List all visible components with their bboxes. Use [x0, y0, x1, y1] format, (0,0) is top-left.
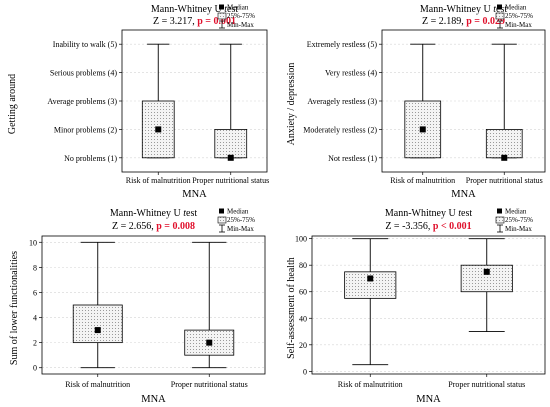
- plot-frame: [381, 29, 546, 173]
- plot-frame: [41, 235, 266, 375]
- legend-box-label: 25%-75%: [505, 216, 533, 224]
- y-tick-label: 60: [299, 288, 307, 297]
- y-tick-label: Minor problems (2): [54, 125, 117, 134]
- chart-panel-2: Not restless (1) Moderately restless (2) A…: [286, 4, 546, 200]
- x-category-label: Risk of malnutrition: [65, 380, 130, 389]
- x-category-label: Risk of malnutrition: [126, 176, 191, 185]
- x-category-label: Proper nutritional status: [192, 176, 269, 185]
- legend-whisker-label: Min-Max: [227, 225, 254, 233]
- legend-median-swatch: [219, 208, 224, 214]
- legend-box-swatch: [217, 12, 227, 20]
- p-value: p = 0.008: [156, 221, 195, 232]
- p-value: p = 0.029: [466, 16, 505, 27]
- y-tick-label: Moderately restless (2): [303, 125, 377, 134]
- x-axis-label: MNA: [416, 394, 441, 405]
- iqr-box: [72, 304, 123, 344]
- plot-frame: [121, 29, 268, 173]
- y-tick-label: 6: [33, 288, 37, 297]
- chart-panel-1: No problems (1) Minor problems (2) Average…: [7, 4, 269, 201]
- y-axis-label: Self-assessment of health: [286, 257, 297, 359]
- y-tick-label: 100: [295, 235, 307, 244]
- y-tick-label: 4: [33, 314, 37, 323]
- x-axis-label: MNA: [182, 189, 207, 200]
- y-tick-label: Not restless (1): [328, 154, 377, 163]
- y-tick-label: 40: [299, 314, 307, 323]
- x-axis-label: MNA: [141, 394, 166, 405]
- chart-panel-4: 0 20 40 60 80 100 Risk of malnutrition Proper n…: [286, 208, 546, 405]
- y-tick-label: 10: [29, 238, 37, 247]
- plot-frame: [311, 235, 546, 375]
- y-tick-label: 0: [303, 367, 307, 376]
- y-tick-label: 8: [33, 263, 37, 272]
- x-category-label: Proper nutritional status: [171, 380, 248, 389]
- x-category-label: Risk of malnutrition: [390, 176, 455, 185]
- median-marker: [155, 126, 162, 133]
- legend-median-label: Median: [227, 4, 249, 12]
- legend-box-swatch: [217, 216, 227, 224]
- median-marker: [483, 268, 490, 275]
- legend-box-label: 25%-75%: [227, 216, 255, 224]
- legend-box-label: 25%-75%: [505, 12, 533, 20]
- x-category-label: Risk of malnutrition: [338, 380, 403, 389]
- p-value: p = 0.001: [197, 16, 236, 27]
- median-marker: [206, 339, 213, 346]
- y-tick-label: Average problems (3): [47, 97, 117, 106]
- x-category-label: Proper nutritional status: [448, 380, 525, 389]
- legend-median-swatch: [219, 4, 224, 10]
- chart-panel-3: 0 2 4 6 8 10 Risk of malnutrition Proper nutrit…: [9, 208, 266, 405]
- legend-whisker-label: Min-Max: [505, 21, 532, 29]
- y-tick-label: 2: [33, 339, 37, 348]
- y-tick-label: Extremely restless (5): [307, 40, 378, 49]
- test-statistic: Z = 2.656, p = 0.008: [112, 221, 195, 232]
- chart-title: Mann-Whitney U test: [385, 208, 472, 219]
- test-statistic: Z = 2.189, p = 0.029: [422, 16, 505, 27]
- y-axis-label: Anxiety / depression: [286, 63, 297, 146]
- legend-box-label: 25%-75%: [227, 12, 255, 20]
- y-tick-label: Averagely restless (3): [307, 97, 377, 106]
- y-tick-label: 0: [33, 364, 37, 373]
- legend-box-swatch: [495, 12, 505, 20]
- y-tick-label: Serious problems (4): [50, 69, 117, 78]
- y-tick-label: No problems (1): [64, 154, 117, 163]
- y-axis-label: Sum of lower functionalities: [9, 251, 20, 365]
- median-marker: [94, 327, 101, 334]
- chart-title: Mann-Whitney U test: [110, 208, 197, 219]
- median-marker: [367, 275, 374, 282]
- iqr-box: [485, 128, 523, 159]
- median-marker: [227, 154, 234, 161]
- y-tick-label: Very restless (4): [325, 69, 377, 78]
- x-axis-label: MNA: [451, 189, 476, 200]
- y-axis-label: Getting around: [7, 74, 18, 134]
- chart-title: Mann-Whitney U test: [151, 4, 238, 15]
- legend-median-label: Median: [505, 4, 527, 12]
- legend-whisker-label: Min-Max: [505, 225, 532, 233]
- y-tick-label: Inability to walk (5): [53, 40, 118, 49]
- legend-median-label: Median: [227, 208, 249, 216]
- median-marker: [501, 154, 508, 161]
- y-tick-label: 20: [299, 341, 307, 350]
- legend-median-swatch: [497, 208, 502, 214]
- legend-box-swatch: [495, 216, 505, 224]
- legend-whisker-label: Min-Max: [227, 21, 254, 29]
- test-statistic: Z = -3.356, p < 0.001: [385, 221, 471, 232]
- median-marker: [419, 126, 426, 133]
- chart-title: Mann-Whitney U test: [420, 4, 507, 15]
- iqr-box: [214, 128, 248, 159]
- legend-median-label: Median: [505, 208, 527, 216]
- test-statistic: Z = 3.217, p = 0.001: [153, 16, 236, 27]
- legend-median-swatch: [497, 4, 502, 10]
- y-tick-label: 80: [299, 261, 307, 270]
- x-category-label: Proper nutritional status: [466, 176, 543, 185]
- p-value: p < 0.001: [433, 221, 472, 232]
